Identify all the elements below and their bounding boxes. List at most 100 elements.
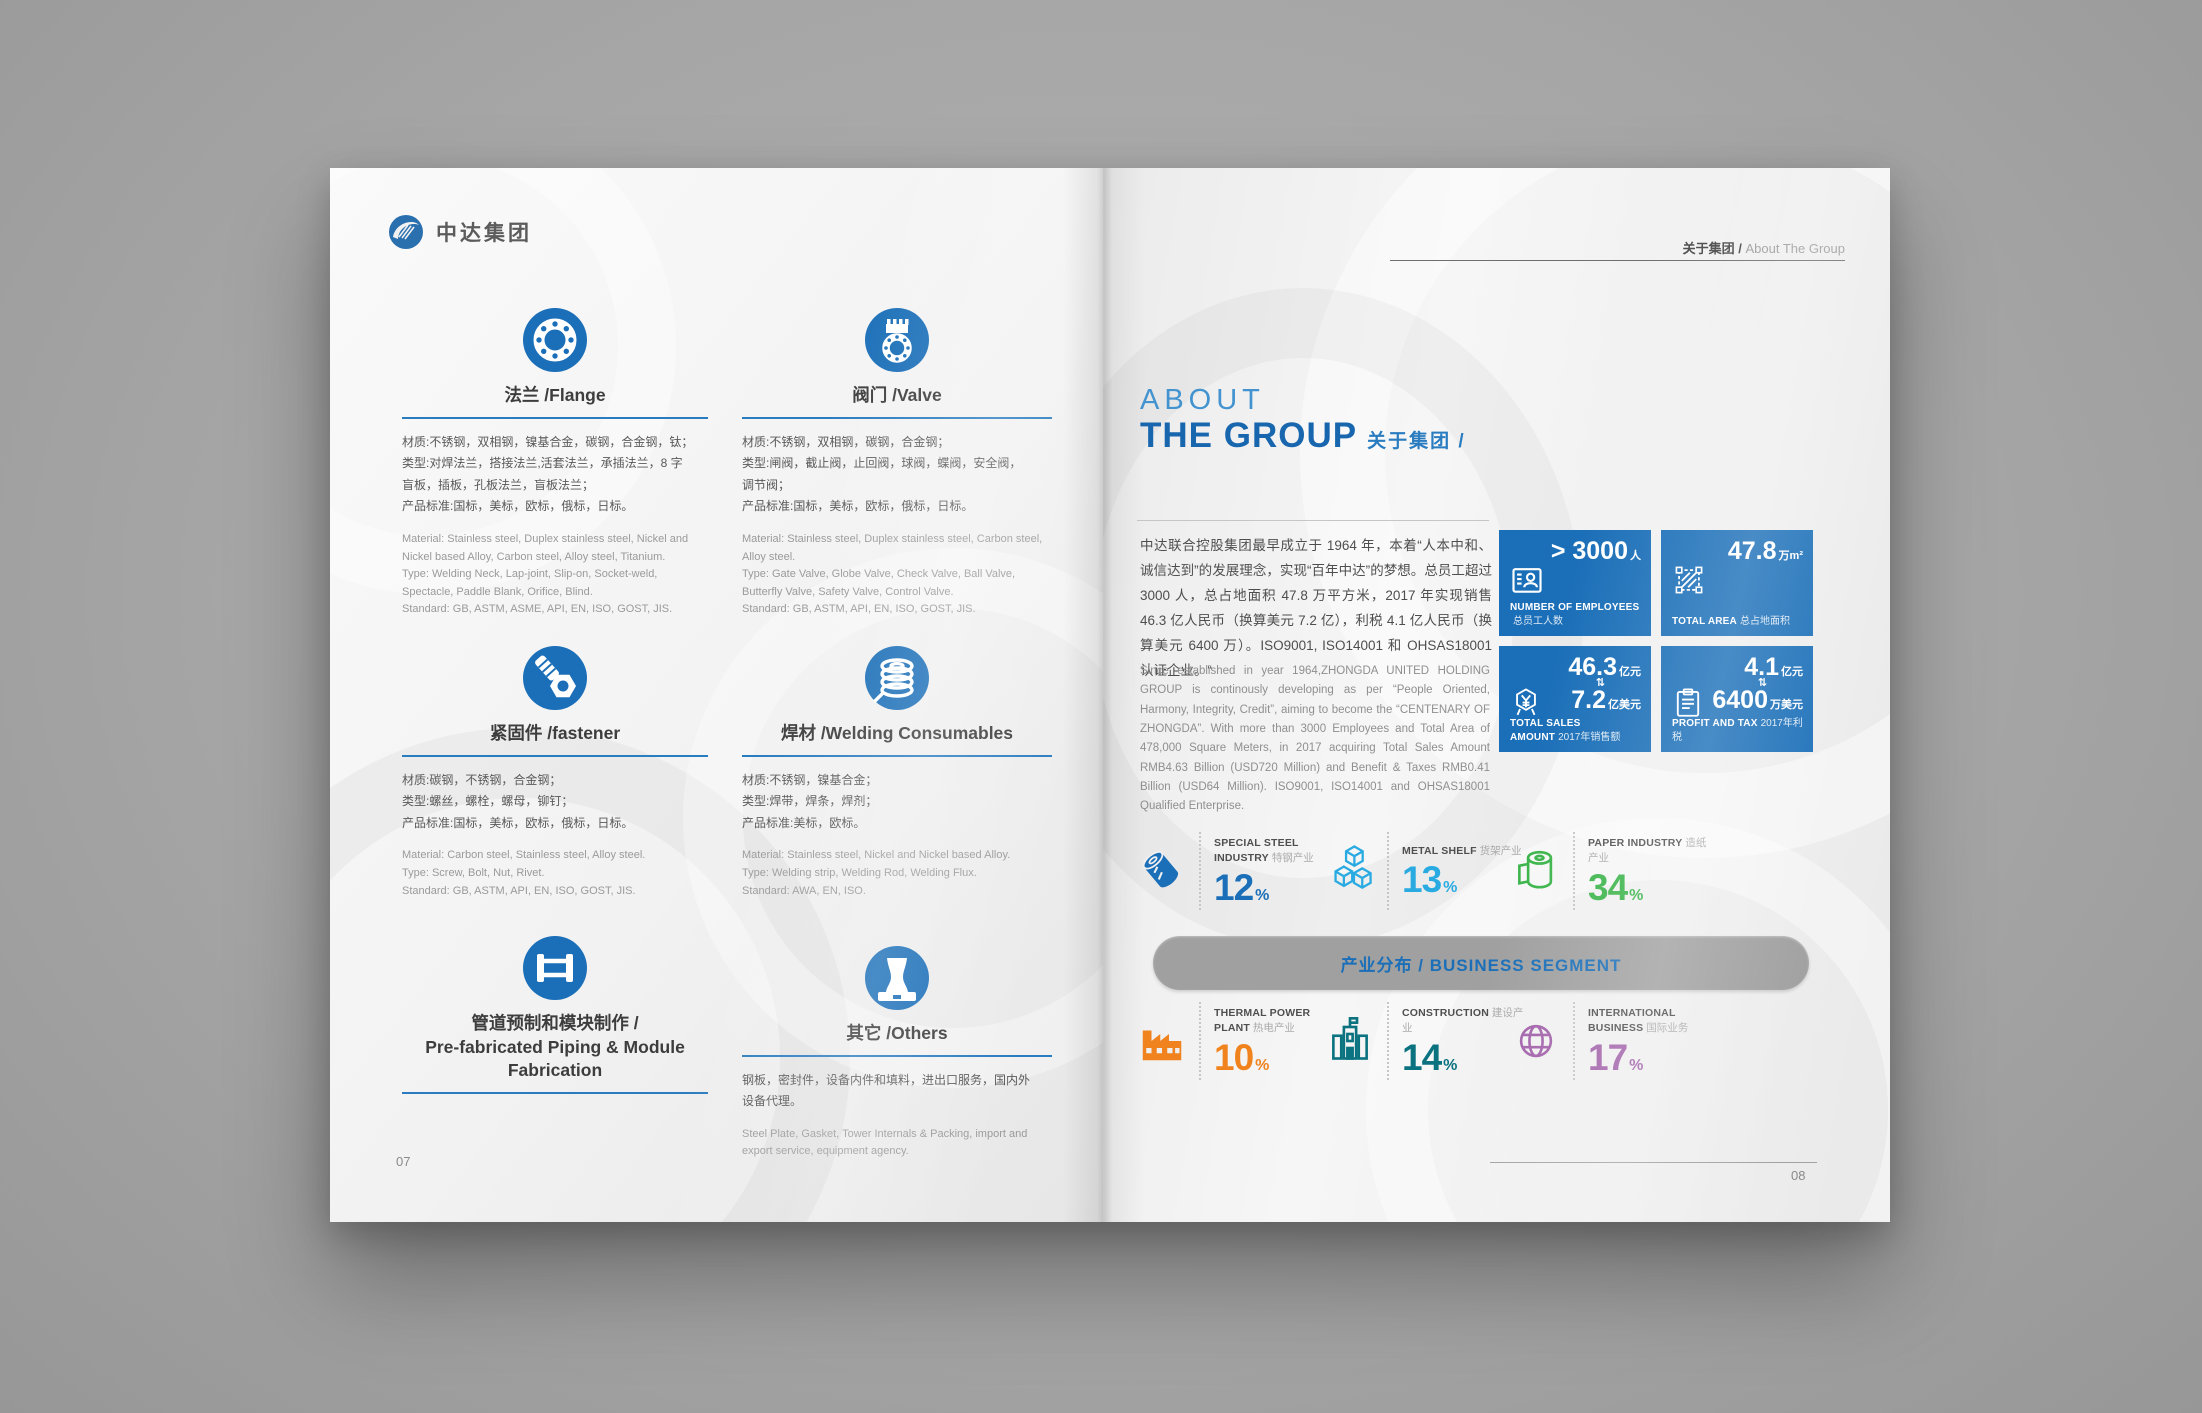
section-text-zh: 材质:碳钢，不锈钢，合金钢； 类型:螺丝，螺栓，螺母，铆钉； 产品标准:国标，美…: [402, 772, 634, 830]
segment-text: CONSTRUCTION 建设产业 14%: [1387, 1002, 1524, 1080]
page-08: 关于集团 / About The Group ABOUT THE GROUP 关于…: [1103, 168, 1890, 1222]
section-rule: [742, 416, 1052, 419]
thermal-power-factory-icon: [1133, 1013, 1191, 1069]
section-title: 管道预制和模块制作 / Pre-fabricated Piping & Modu…: [425, 1013, 685, 1081]
construction-building-icon: [1321, 1013, 1379, 1069]
section-title: 焊材 /Welding Consumables: [780, 723, 1014, 743]
paper-roll-icon: [1507, 843, 1565, 899]
segment-text: PAPER INDUSTRY 造纸产业 34%: [1573, 832, 1710, 910]
stat-value: > 3000 人: [1551, 538, 1641, 565]
stat-grid: > 3000 人 NUMBER OF EMPLOYEES 总员工人数: [1499, 530, 1813, 752]
international-globe-icon: [1507, 1013, 1565, 1069]
segment-text: METAL SHELF 货架产业 13%: [1387, 832, 1524, 910]
segment-percent: 13: [1402, 859, 1442, 901]
metal-shelf-cubes-icon: [1321, 843, 1379, 899]
page-number-left: 07: [396, 1154, 411, 1169]
stat-unit: 亿元: [1781, 666, 1803, 678]
segment-name-en: INTERNATIONAL BUSINESS: [1588, 1007, 1676, 1034]
segment-text: SPECIAL STEEL INDUSTRY 特钢产业 12%: [1199, 832, 1336, 910]
segment-name-zh: 特钢产业: [1271, 852, 1314, 864]
logo-text: 中达集团: [436, 222, 532, 245]
segment-percent: 14: [1402, 1036, 1442, 1078]
percent-sign: %: [1255, 886, 1270, 904]
stat-label: NUMBER OF EMPLOYEES 总员工人数: [1510, 601, 1642, 628]
section-piping: 管道预制和模块制作 / Pre-fabricated Piping & Modu…: [402, 936, 708, 1094]
total-area-icon: [1671, 562, 1707, 603]
section-text-en: Material: Stainless steel, Nickel and Ni…: [742, 849, 1011, 897]
segment-name-zh: 热电产业: [1252, 1022, 1295, 1034]
segment-percent: 17: [1588, 1036, 1628, 1078]
section-text-zh: 材质:不锈钢，镍基合金； 类型:焊带，焊条，焊剂； 产品标准:美标，欧标。: [742, 772, 878, 830]
piping-module-icon: [523, 936, 587, 1000]
welding-coil-icon: [865, 646, 929, 710]
exchange-arrows-icon: ⇅: [1595, 677, 1605, 689]
segment-name-en: CONSTRUCTION: [1402, 1007, 1489, 1020]
section-title: 紧固件 /fastener: [489, 723, 621, 743]
zhongda-logo-icon: [389, 215, 423, 249]
running-header-zh: 关于集团 /: [1682, 241, 1742, 256]
segment-name-en: THERMAL POWER PLANT: [1214, 1007, 1311, 1034]
page-title: ABOUT THE GROUP 关于集团 /: [1140, 384, 1466, 456]
intro-divider: [1137, 520, 1489, 521]
header-rule: [1390, 260, 1845, 261]
stat-profit-tax: 4.1 亿元 ⇅ 6400 万美元 PROFIT AND TAX 2017年利税: [1661, 646, 1813, 752]
stat-number: 46.3: [1568, 653, 1617, 681]
section-fastener: 紧固件 /fastener 材质:碳钢，不锈钢，合金钢； 类型:螺丝，螺栓，螺母…: [402, 646, 708, 900]
cooling-tower-icon: [865, 946, 929, 1010]
percent-sign: %: [1443, 879, 1458, 897]
stat-unit: 人: [1630, 550, 1641, 562]
brochure-spread: 中达集团 法兰 /Flange 材质:不锈钢，双相钢，镍基: [330, 168, 1890, 1222]
stat-number: 47.8: [1727, 537, 1777, 565]
segment-percent: 34: [1588, 866, 1628, 908]
intro-paragraph-zh: 中达联合控股集团最早成立于 1964 年，本着“人本中和、诚信达到”的发展理念，…: [1140, 538, 1492, 678]
segment-name-en: METAL SHELF: [1402, 844, 1477, 857]
percent-sign: %: [1443, 1056, 1458, 1074]
stat-unit: 亿元: [1619, 666, 1641, 678]
stat-label: TOTAL SALES AMOUNT 2017年销售额: [1510, 717, 1642, 744]
section-rule: [402, 416, 708, 419]
segment-international: INTERNATIONAL BUSINESS 国际业务 17%: [1507, 1002, 1710, 1080]
segment-paper-industry: PAPER INDUSTRY 造纸产业 34%: [1507, 832, 1710, 910]
section-text-zh: 材质:不锈钢，双相钢，镍基合金，碳钢，合金钢，钛； 类型:对焊法兰，搭接法兰,活…: [402, 434, 694, 514]
stat-total-sales: 46.3 亿元 ⇅ 7.2 亿美元 TOTAL SALES AMOUNT 2017年销…: [1499, 646, 1651, 752]
stat-label-zh: 总占地面积: [1739, 615, 1790, 627]
section-welding: 焊材 /Welding Consumables 材质:不锈钢，镍基合金； 类型:…: [742, 646, 1052, 900]
segment-name-zh: 货架产业: [1479, 844, 1522, 857]
page-07: 中达集团 法兰 /Flange 材质:不锈钢，双相钢，镍基: [330, 168, 1103, 1222]
section-text-en: Steel Plate, Gasket, Tower Internals & P…: [742, 1127, 1028, 1158]
stat-label: PROFIT AND TAX 2017年利税: [1672, 717, 1804, 744]
stat-value: 47.8 万m²: [1728, 538, 1803, 565]
title-about: ABOUT: [1140, 384, 1265, 416]
section-rule: [742, 754, 1052, 757]
title-zh: 关于集团 /: [1367, 431, 1466, 453]
segment-percent: 10: [1214, 1036, 1254, 1078]
section-title: 阀门 /Valve: [852, 385, 942, 405]
section-text-en: Material: Stainless steel, Duplex stainl…: [402, 533, 689, 616]
stat-number-usd: 7.2: [1571, 685, 1606, 714]
section-others: 其它 /Others 钢板，密封件，设备内件和填料，进出口服务，国内外 设备代理…: [742, 946, 1052, 1161]
stat-unit-usd: 万美元: [1770, 698, 1803, 711]
section-text-zh: 材质:不锈钢，双相钢，碳钢，合金钢； 类型:闸阀，截止阀，止回阀，球阀，蝶阀，安…: [742, 434, 1022, 514]
segment-name-zh: 国际业务: [1646, 1022, 1689, 1034]
running-header-en: About The Group: [1741, 241, 1846, 256]
stat-label-zh: 2017年利税: [1672, 718, 1803, 743]
stat-number: > 3000: [1550, 537, 1628, 565]
stat-total-area: 47.8 万m² TOTAL AREA 总占地面积: [1661, 530, 1813, 636]
section-rule: [742, 1054, 1052, 1057]
stat-value: 4.1 亿元 ⇅ 6400 万美元: [1712, 654, 1803, 714]
valve-icon: [865, 308, 929, 372]
stat-unit: 万m²: [1778, 550, 1803, 562]
segment-construction: CONSTRUCTION 建设产业 14%: [1321, 1002, 1524, 1080]
banner-label: 产业分布 / BUSINESS SEGMENT: [1340, 955, 1622, 975]
segment-percent: 12: [1214, 866, 1254, 908]
section-rule: [402, 1091, 708, 1094]
segment-metal-shelf: METAL SHELF 货架产业 13%: [1321, 832, 1524, 910]
segment-text: THERMAL POWER PLANT 热电产业 10%: [1199, 1002, 1336, 1080]
segment-name-en: PAPER INDUSTRY: [1588, 837, 1683, 850]
segment-text: INTERNATIONAL BUSINESS 国际业务 17%: [1573, 1002, 1710, 1080]
section-rule: [402, 754, 708, 757]
exchange-arrows-icon: ⇅: [1757, 677, 1767, 689]
section-text-zh: 钢板，密封件，设备内件和填料，进出口服务，国内外 设备代理。: [742, 1072, 1031, 1109]
business-segment-banner: 产业分布 / BUSINESS SEGMENT: [1153, 936, 1809, 990]
